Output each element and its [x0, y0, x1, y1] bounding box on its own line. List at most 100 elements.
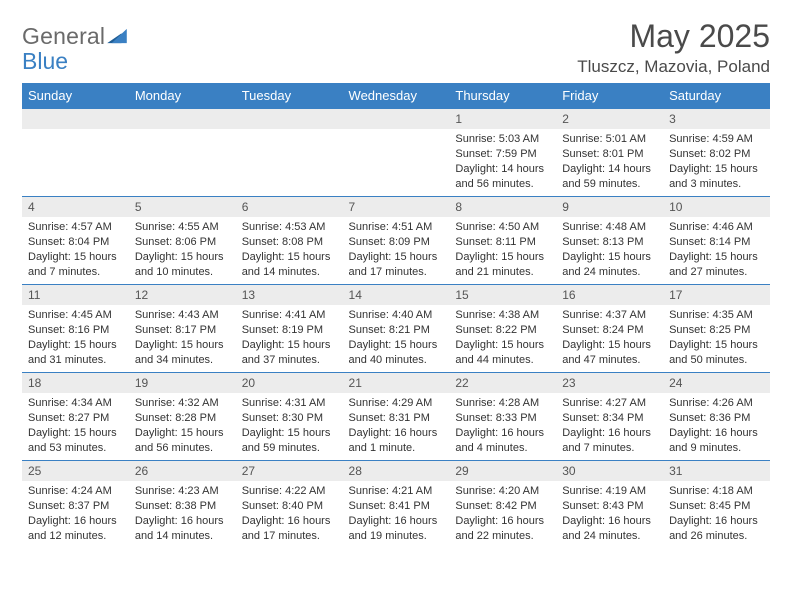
sunset-text: Sunset: 8:41 PM — [349, 499, 444, 514]
sunrise-text: Sunrise: 4:48 AM — [562, 220, 657, 235]
sunset-text: Sunset: 8:34 PM — [562, 411, 657, 426]
daylight-text: and 17 minutes. — [349, 265, 444, 280]
daylight-text: Daylight: 16 hours — [242, 514, 337, 529]
daylight-text: and 19 minutes. — [349, 529, 444, 544]
sunset-text: Sunset: 8:01 PM — [562, 147, 657, 162]
calendar-day-cell: 25Sunrise: 4:24 AMSunset: 8:37 PMDayligh… — [22, 461, 129, 549]
day-body: Sunrise: 4:51 AMSunset: 8:09 PMDaylight:… — [343, 217, 450, 283]
sunset-text: Sunset: 8:42 PM — [455, 499, 550, 514]
day-number: 8 — [449, 197, 556, 217]
day-body — [236, 129, 343, 179]
sunset-text: Sunset: 8:27 PM — [28, 411, 123, 426]
sunset-text: Sunset: 8:08 PM — [242, 235, 337, 250]
weekday-header: Tuesday — [236, 83, 343, 109]
calendar-day-cell: 15Sunrise: 4:38 AMSunset: 8:22 PMDayligh… — [449, 285, 556, 373]
sunset-text: Sunset: 8:17 PM — [135, 323, 230, 338]
calendar-day-cell: 28Sunrise: 4:21 AMSunset: 8:41 PMDayligh… — [343, 461, 450, 549]
day-number: 28 — [343, 461, 450, 481]
sunrise-text: Sunrise: 4:38 AM — [455, 308, 550, 323]
day-number: 15 — [449, 285, 556, 305]
sunset-text: Sunset: 8:30 PM — [242, 411, 337, 426]
daylight-text: Daylight: 15 hours — [242, 250, 337, 265]
day-body: Sunrise: 4:37 AMSunset: 8:24 PMDaylight:… — [556, 305, 663, 371]
day-body: Sunrise: 4:21 AMSunset: 8:41 PMDaylight:… — [343, 481, 450, 547]
sunrise-text: Sunrise: 4:50 AM — [455, 220, 550, 235]
sunrise-text: Sunrise: 4:43 AM — [135, 308, 230, 323]
daylight-text: Daylight: 16 hours — [562, 426, 657, 441]
sunset-text: Sunset: 8:21 PM — [349, 323, 444, 338]
sunset-text: Sunset: 8:13 PM — [562, 235, 657, 250]
day-body: Sunrise: 4:41 AMSunset: 8:19 PMDaylight:… — [236, 305, 343, 371]
day-body — [22, 129, 129, 179]
calendar-day-cell: 30Sunrise: 4:19 AMSunset: 8:43 PMDayligh… — [556, 461, 663, 549]
daylight-text: Daylight: 15 hours — [242, 338, 337, 353]
daylight-text: Daylight: 15 hours — [28, 338, 123, 353]
day-number: 5 — [129, 197, 236, 217]
day-body: Sunrise: 4:34 AMSunset: 8:27 PMDaylight:… — [22, 393, 129, 459]
daylight-text: and 50 minutes. — [669, 353, 764, 368]
calendar-table: SundayMondayTuesdayWednesdayThursdayFrid… — [22, 83, 770, 549]
daylight-text: Daylight: 15 hours — [669, 162, 764, 177]
sunrise-text: Sunrise: 4:35 AM — [669, 308, 764, 323]
sunrise-text: Sunrise: 5:01 AM — [562, 132, 657, 147]
daylight-text: Daylight: 16 hours — [28, 514, 123, 529]
daylight-text: and 14 minutes. — [135, 529, 230, 544]
day-body: Sunrise: 4:26 AMSunset: 8:36 PMDaylight:… — [663, 393, 770, 459]
calendar-day-cell: 31Sunrise: 4:18 AMSunset: 8:45 PMDayligh… — [663, 461, 770, 549]
day-body: Sunrise: 4:57 AMSunset: 8:04 PMDaylight:… — [22, 217, 129, 283]
calendar-day-cell: 22Sunrise: 4:28 AMSunset: 8:33 PMDayligh… — [449, 373, 556, 461]
calendar-day-cell — [22, 109, 129, 197]
calendar-day-cell: 10Sunrise: 4:46 AMSunset: 8:14 PMDayligh… — [663, 197, 770, 285]
day-body: Sunrise: 4:48 AMSunset: 8:13 PMDaylight:… — [556, 217, 663, 283]
day-number: 16 — [556, 285, 663, 305]
daylight-text: and 59 minutes. — [562, 177, 657, 192]
daylight-text: Daylight: 15 hours — [562, 250, 657, 265]
sunrise-text: Sunrise: 4:23 AM — [135, 484, 230, 499]
sunset-text: Sunset: 8:14 PM — [669, 235, 764, 250]
logo-text-blue: Blue — [22, 48, 68, 74]
day-body: Sunrise: 5:03 AMSunset: 7:59 PMDaylight:… — [449, 129, 556, 195]
calendar-day-cell: 4Sunrise: 4:57 AMSunset: 8:04 PMDaylight… — [22, 197, 129, 285]
daylight-text: Daylight: 15 hours — [669, 250, 764, 265]
calendar-day-cell: 9Sunrise: 4:48 AMSunset: 8:13 PMDaylight… — [556, 197, 663, 285]
day-number: 1 — [449, 109, 556, 129]
sunset-text: Sunset: 8:24 PM — [562, 323, 657, 338]
sunrise-text: Sunrise: 5:03 AM — [455, 132, 550, 147]
day-number: 27 — [236, 461, 343, 481]
sunrise-text: Sunrise: 4:19 AM — [562, 484, 657, 499]
daylight-text: Daylight: 15 hours — [135, 426, 230, 441]
sunrise-text: Sunrise: 4:53 AM — [242, 220, 337, 235]
day-number: 24 — [663, 373, 770, 393]
calendar-day-cell: 11Sunrise: 4:45 AMSunset: 8:16 PMDayligh… — [22, 285, 129, 373]
daylight-text: Daylight: 15 hours — [349, 338, 444, 353]
day-body: Sunrise: 4:55 AMSunset: 8:06 PMDaylight:… — [129, 217, 236, 283]
daylight-text: and 56 minutes. — [135, 441, 230, 456]
daylight-text: Daylight: 16 hours — [669, 426, 764, 441]
sunset-text: Sunset: 8:43 PM — [562, 499, 657, 514]
calendar-day-cell: 16Sunrise: 4:37 AMSunset: 8:24 PMDayligh… — [556, 285, 663, 373]
brand-logo: GeneralBlue — [22, 18, 127, 74]
calendar-day-cell — [236, 109, 343, 197]
sunrise-text: Sunrise: 4:51 AM — [349, 220, 444, 235]
sunset-text: Sunset: 8:45 PM — [669, 499, 764, 514]
day-number: 30 — [556, 461, 663, 481]
calendar-week-row: 4Sunrise: 4:57 AMSunset: 8:04 PMDaylight… — [22, 197, 770, 285]
daylight-text: Daylight: 16 hours — [349, 514, 444, 529]
daylight-text: Daylight: 14 hours — [455, 162, 550, 177]
daylight-text: Daylight: 14 hours — [562, 162, 657, 177]
daylight-text: Daylight: 15 hours — [28, 426, 123, 441]
calendar-day-cell: 8Sunrise: 4:50 AMSunset: 8:11 PMDaylight… — [449, 197, 556, 285]
day-number: 7 — [343, 197, 450, 217]
sunrise-text: Sunrise: 4:40 AM — [349, 308, 444, 323]
sunset-text: Sunset: 8:04 PM — [28, 235, 123, 250]
sunset-text: Sunset: 8:31 PM — [349, 411, 444, 426]
day-number: 22 — [449, 373, 556, 393]
day-number — [343, 109, 450, 129]
daylight-text: Daylight: 16 hours — [669, 514, 764, 529]
sunrise-text: Sunrise: 4:57 AM — [28, 220, 123, 235]
daylight-text: and 34 minutes. — [135, 353, 230, 368]
calendar-header-row: SundayMondayTuesdayWednesdayThursdayFrid… — [22, 83, 770, 109]
day-number: 17 — [663, 285, 770, 305]
day-body: Sunrise: 4:38 AMSunset: 8:22 PMDaylight:… — [449, 305, 556, 371]
day-body: Sunrise: 4:59 AMSunset: 8:02 PMDaylight:… — [663, 129, 770, 195]
